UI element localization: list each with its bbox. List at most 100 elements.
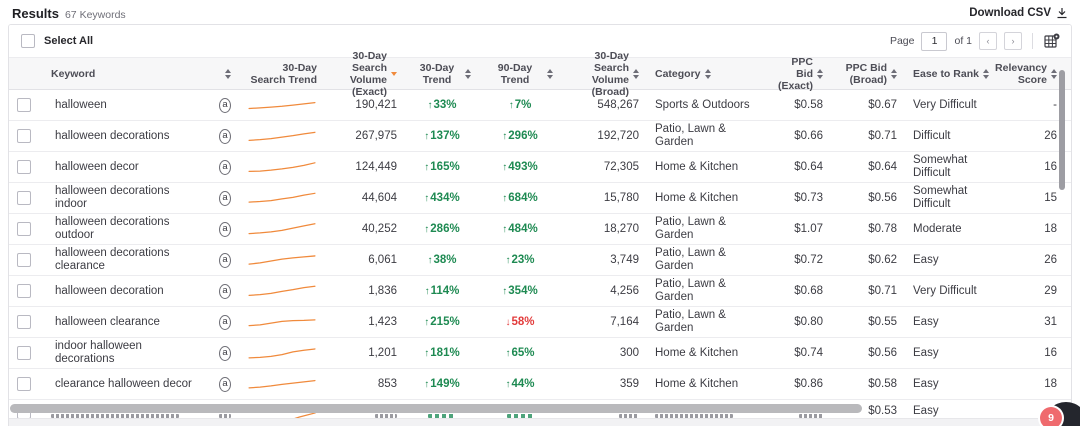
volume-broad-cell: 192,720 bbox=[597, 129, 639, 142]
amazon-icon[interactable]: a bbox=[219, 159, 231, 175]
column-label: Relevancy Score bbox=[995, 61, 1047, 86]
amazon-icon[interactable]: a bbox=[219, 314, 231, 330]
column-header-volume-exact[interactable]: 30-Day Search Volume (Exact) bbox=[325, 50, 405, 98]
search-trend-sparkline bbox=[248, 192, 316, 203]
category-cell: Home & Kitchen bbox=[655, 160, 739, 173]
keyword-cell: halloween decorations outdoor bbox=[55, 216, 170, 241]
vertical-scrollbar[interactable] bbox=[1059, 70, 1065, 190]
ppc-bid-broad-cell: $0.67 bbox=[868, 98, 897, 111]
volume-broad-cell: 72,305 bbox=[603, 160, 639, 173]
row-checkbox[interactable] bbox=[17, 98, 31, 112]
sort-icon[interactable] bbox=[225, 68, 231, 79]
trend-arrow-icon: ↑ bbox=[424, 223, 430, 235]
download-csv-button[interactable]: Download CSV bbox=[969, 7, 1068, 19]
search-trend-sparkline bbox=[294, 412, 316, 418]
ease-to-rank-cell: Difficult bbox=[913, 129, 951, 142]
sort-icon[interactable] bbox=[1051, 68, 1057, 79]
volume-exact-cell: 190,421 bbox=[355, 98, 397, 111]
download-icon bbox=[1057, 8, 1067, 19]
column-header-30day-trend[interactable]: 30-Day Trend bbox=[405, 58, 479, 89]
column-header-relevancy-score[interactable]: Relevancy Score bbox=[995, 58, 1065, 89]
volume-broad-cell: 15,780 bbox=[603, 191, 639, 204]
row-checkbox[interactable] bbox=[17, 284, 31, 298]
row-checkbox[interactable] bbox=[17, 129, 31, 143]
table-toolbar: Select All Page of 1 ‹ › bbox=[9, 25, 1071, 57]
horizontal-scrollbar[interactable] bbox=[10, 404, 862, 413]
amazon-icon[interactable]: a bbox=[219, 128, 231, 144]
volume-exact-cell: 267,975 bbox=[355, 129, 397, 142]
search-trend-sparkline bbox=[248, 348, 316, 359]
relevancy-score-cell: 16 bbox=[1044, 160, 1057, 173]
column-label: Category bbox=[655, 67, 701, 80]
sort-icon[interactable] bbox=[817, 68, 823, 79]
amazon-icon[interactable]: a bbox=[219, 376, 231, 392]
ease-to-rank-cell: Very Difficult bbox=[913, 284, 977, 297]
volume-exact-cell: 853 bbox=[377, 377, 397, 390]
select-all-checkbox[interactable] bbox=[21, 34, 35, 48]
results-topbar: Results 67 Keywords Download CSV bbox=[0, 0, 1080, 22]
table-row: halloween clearance a 1,423 ↑215% ↓58% 7… bbox=[9, 307, 1071, 338]
sort-icon[interactable] bbox=[465, 68, 471, 79]
row-checkbox[interactable] bbox=[17, 346, 31, 360]
table-row: indoor halloween decorations a 1,201 ↑18… bbox=[9, 338, 1071, 369]
row-checkbox[interactable] bbox=[17, 315, 31, 329]
ease-to-rank-cell: Moderate bbox=[913, 222, 962, 235]
column-header-90day-trend[interactable]: 90-Day Trend bbox=[479, 58, 561, 89]
amazon-icon[interactable]: a bbox=[219, 190, 231, 206]
header-checkbox-spacer bbox=[9, 58, 43, 89]
ppc-bid-broad-cell: $0.71 bbox=[868, 284, 897, 297]
column-header-ease-to-rank[interactable]: Ease to Rank bbox=[905, 58, 999, 89]
next-page-button[interactable]: › bbox=[1004, 32, 1022, 50]
column-label: 30-Day Search Volume (Broad) bbox=[591, 49, 629, 98]
page-of-label: of 1 bbox=[954, 35, 972, 47]
pagination: Page of 1 ‹ › bbox=[890, 31, 1061, 51]
table-row: halloween decorations a 267,975 ↑137% ↑2… bbox=[9, 121, 1071, 152]
relevancy-score-cell: 26 bbox=[1044, 129, 1057, 142]
keyword-cell: indoor halloween decorations bbox=[55, 340, 142, 365]
row-checkbox[interactable] bbox=[17, 191, 31, 205]
amazon-icon[interactable]: a bbox=[219, 97, 231, 113]
column-header-volume-broad[interactable]: 30-Day Search Volume (Broad) bbox=[561, 50, 647, 98]
row-checkbox[interactable] bbox=[17, 377, 31, 391]
sort-icon[interactable] bbox=[547, 68, 553, 79]
column-header-ppc-broad[interactable]: PPC Bid (Broad) bbox=[831, 58, 905, 89]
trend-arrow-icon: ↑ bbox=[424, 316, 430, 328]
page-number-input[interactable] bbox=[921, 31, 948, 51]
table-row: halloween decorations outdoor a 40,252 ↑… bbox=[9, 214, 1071, 245]
trend-30day-cell: ↑33% bbox=[427, 98, 457, 111]
sort-desc-icon[interactable] bbox=[391, 71, 397, 76]
ppc-bid-exact-cell: $1.07 bbox=[794, 222, 823, 235]
prev-page-button[interactable]: ‹ bbox=[979, 32, 997, 50]
keyword-cell: clearance halloween decor bbox=[55, 377, 192, 390]
volume-exact-cell: 1,201 bbox=[368, 346, 397, 359]
amazon-icon[interactable]: a bbox=[219, 252, 231, 268]
amazon-icon[interactable]: a bbox=[219, 345, 231, 361]
row-checkbox[interactable] bbox=[17, 222, 31, 236]
ppc-bid-broad-cell: $0.78 bbox=[868, 222, 897, 235]
ppc-bid-exact-cell: $0.73 bbox=[794, 191, 823, 204]
trend-arrow-icon: ↓ bbox=[505, 316, 511, 328]
category-cell: Home & Kitchen bbox=[655, 191, 739, 204]
trend-arrow-icon: ↑ bbox=[505, 378, 511, 390]
relevancy-score-cell: 15 bbox=[1044, 191, 1057, 204]
row-checkbox[interactable] bbox=[17, 160, 31, 174]
amazon-icon[interactable]: a bbox=[219, 283, 231, 299]
table-settings-icon[interactable] bbox=[1043, 32, 1061, 50]
row-checkbox[interactable] bbox=[17, 253, 31, 267]
sort-icon[interactable] bbox=[704, 68, 711, 79]
clipped-trend bbox=[507, 414, 533, 418]
column-header-category[interactable]: Category bbox=[647, 58, 771, 89]
keyword-cell: halloween decorations bbox=[55, 129, 170, 142]
clipped-amazon-icon bbox=[219, 414, 231, 418]
column-header-ppc-exact[interactable]: PPC Bid (Exact) bbox=[771, 56, 831, 92]
volume-broad-cell: 359 bbox=[619, 377, 639, 390]
amazon-icon[interactable]: a bbox=[219, 221, 231, 237]
column-header-keyword[interactable]: Keyword bbox=[43, 58, 239, 89]
sort-icon[interactable] bbox=[633, 68, 639, 79]
trend-30day-cell: ↑434% bbox=[424, 191, 460, 204]
category-cell: Patio, Lawn & Garden bbox=[655, 216, 726, 241]
trend-90day-cell: ↑7% bbox=[508, 98, 532, 111]
search-trend-sparkline bbox=[248, 379, 316, 389]
sort-icon[interactable] bbox=[891, 68, 897, 79]
sort-icon[interactable] bbox=[982, 68, 989, 79]
